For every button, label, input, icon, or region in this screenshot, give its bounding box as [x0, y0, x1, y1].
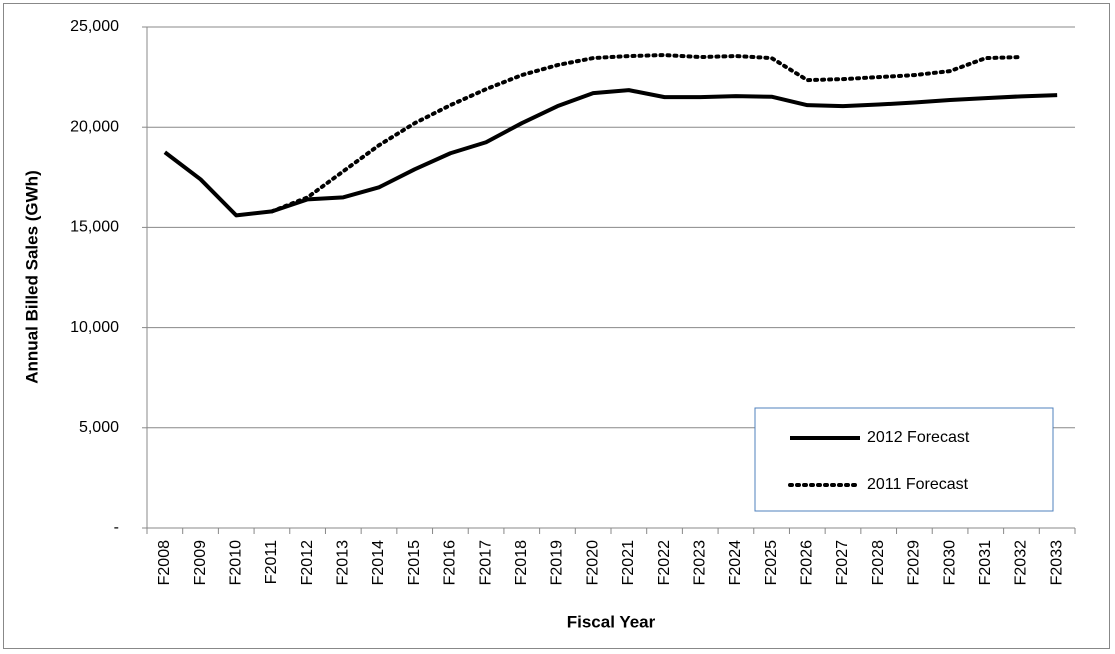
y-tick-label: 10,000	[70, 319, 119, 336]
x-tick-label: F2016	[442, 540, 459, 585]
x-tick-label: F2025	[763, 540, 780, 585]
x-tick-label: F2020	[584, 540, 601, 585]
x-tick-label: F2008	[156, 540, 173, 585]
y-tick-label: 25,000	[70, 18, 119, 35]
y-tick-label: -	[114, 519, 119, 536]
x-tick-label: F2024	[727, 540, 744, 585]
x-tick-label: F2029	[906, 540, 923, 585]
x-tick-label: F2023	[691, 540, 708, 585]
x-tick-label: F2032	[1013, 540, 1030, 585]
legend: 2012 Forecast 2011 Forecast	[754, 407, 1054, 512]
line-series	[269, 53, 1024, 214]
y-tick-label: 15,000	[70, 219, 119, 236]
x-tick-label: F2021	[620, 540, 637, 585]
line-series	[163, 88, 1058, 218]
x-tick-label: F2017	[477, 540, 494, 585]
x-tick-label: F2019	[549, 540, 566, 585]
x-tick-label: F2013	[335, 540, 352, 585]
y-axis-title: Annual Billed Sales (GWh)	[22, 170, 41, 383]
legend-label: 2012 Forecast	[867, 429, 970, 446]
x-tick-label: F2015	[406, 540, 423, 585]
x-tick-label: F2018	[513, 540, 530, 585]
y-tick-label: 20,000	[70, 118, 119, 135]
x-tick-label: F2028	[870, 540, 887, 585]
x-tick-label: F2027	[834, 540, 851, 585]
x-tick-label: F2012	[299, 540, 316, 585]
x-tick-label: F2014	[370, 540, 387, 585]
x-axis-title: Fiscal Year	[567, 612, 656, 631]
x-tick-label: F2031	[977, 540, 994, 585]
x-tick-label: F2022	[656, 540, 673, 585]
y-tick-label: 5,000	[79, 419, 119, 436]
x-tick-label: F2030	[941, 540, 958, 585]
chart-border	[3, 3, 1110, 649]
x-tick-label: F2009	[192, 540, 209, 585]
x-tick-label: F2010	[227, 540, 244, 585]
x-tick-label: F2033	[1048, 540, 1065, 585]
legend-box	[754, 407, 1054, 512]
x-tick-label: F2026	[799, 540, 816, 585]
x-tick-label: F2011	[263, 540, 280, 584]
legend-label: 2011 Forecast	[867, 476, 969, 493]
